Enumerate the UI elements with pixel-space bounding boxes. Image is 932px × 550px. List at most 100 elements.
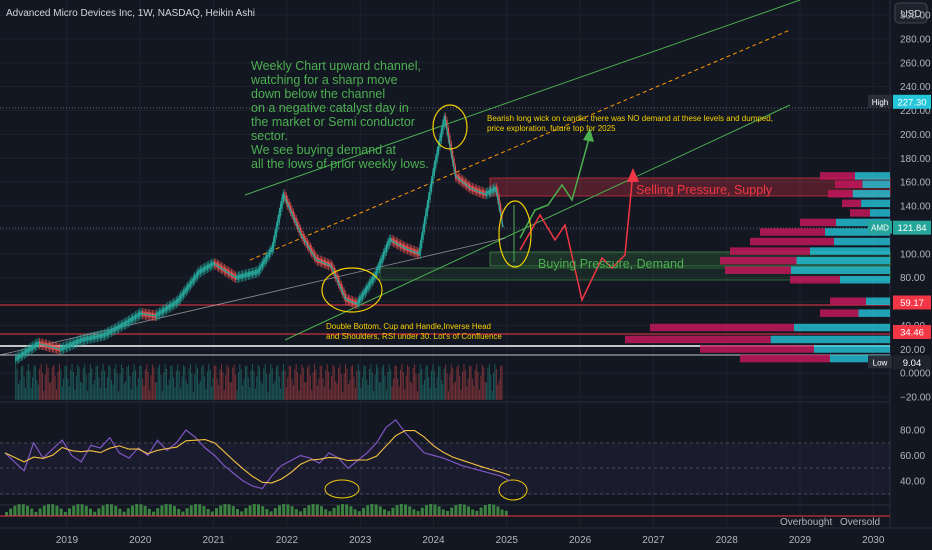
top-ellipse (432, 104, 468, 150)
volume-bar (323, 386, 325, 400)
volume-bar (484, 381, 486, 400)
volume-bar (328, 371, 330, 400)
candle-body (274, 231, 276, 244)
annotation-channel: Weekly Chart upward channel, watching fo… (250, 59, 424, 143)
volume-bar (140, 365, 142, 400)
volume-bar (370, 364, 372, 400)
bottom-ellipse (321, 267, 383, 313)
volume-bar (92, 384, 94, 400)
volume-bar (405, 375, 407, 400)
volume-bar (299, 374, 301, 400)
volume-bar (49, 382, 51, 400)
volume-bar (501, 365, 503, 400)
volume-bar (182, 365, 184, 400)
oscillator-bar (462, 504, 466, 516)
oscillator-bar (240, 511, 244, 516)
time-tick-label: 2029 (789, 535, 812, 546)
oscillator-bar (492, 504, 496, 516)
oscillator-bar (21, 504, 25, 516)
oscillator-bar (30, 508, 34, 516)
oscillator-bar (269, 511, 273, 516)
candle-body (454, 166, 457, 179)
oscillator-bar (257, 504, 260, 516)
volume-bar (75, 375, 77, 400)
volume-bar (84, 364, 86, 400)
price-tag-bg (893, 355, 931, 370)
price-tag-bg (893, 324, 931, 339)
volume-bar (339, 364, 341, 400)
volume-bar (230, 382, 232, 400)
time-tick-label: 2026 (569, 535, 592, 546)
volume-bar (250, 370, 252, 400)
volume-profile-sell (725, 266, 791, 274)
volume-bar (471, 378, 473, 400)
candle-body (425, 211, 427, 224)
volume-bar (336, 383, 338, 400)
volume-bar (425, 366, 427, 400)
oscillator-bar (441, 509, 445, 516)
oscillator-bar (315, 504, 319, 516)
oscillator-bar (219, 505, 223, 516)
volume-bar (363, 365, 365, 400)
oscillator-bar (63, 511, 67, 516)
candle-body (340, 283, 342, 292)
volume-bar (462, 371, 464, 400)
candle-body (437, 143, 440, 155)
candle-body (423, 219, 426, 233)
candle-body (422, 227, 424, 241)
bearish-projection (519, 171, 634, 303)
price-tag-name-bg (868, 220, 892, 234)
candle-body (342, 287, 344, 296)
oscillator-bar (181, 511, 185, 516)
oscillator-bar (122, 511, 126, 516)
oscillator-bar (311, 504, 315, 516)
oscillator-bar (194, 504, 197, 516)
volume-bar (149, 389, 151, 400)
oscillator-bar (168, 504, 172, 516)
currency-button[interactable]: USD (894, 2, 928, 24)
volume-bar (132, 371, 134, 400)
volume-bar (164, 364, 166, 400)
candle-body (498, 196, 500, 209)
price-tag-value: 227.30 (897, 97, 926, 108)
volume-profile-sell (760, 228, 825, 236)
candle-body (432, 171, 434, 184)
volume-bar (268, 373, 270, 400)
volume-bar (500, 366, 502, 400)
volume-bar (319, 365, 321, 400)
volume-bar (457, 364, 459, 400)
price-tag-value: 59.17 (900, 298, 924, 309)
volume-bar (330, 376, 332, 400)
rsi-tick-label: 40.00 (900, 477, 925, 488)
annotation-buying-lows: We see buying demand at all the lows of … (251, 143, 429, 171)
volume-profile-buy (852, 190, 890, 198)
volume-bar (374, 374, 376, 400)
volume-bar (202, 364, 204, 400)
rsi-current-ellipse (498, 479, 528, 501)
volume-bar (143, 385, 145, 400)
volume-bar (412, 367, 414, 400)
oscillator-bar (345, 504, 349, 516)
oscillator-bar (156, 508, 160, 516)
volume-bar (156, 382, 158, 400)
volume-bar (222, 372, 224, 400)
volume-bar (473, 386, 475, 400)
volume-bar (463, 364, 465, 400)
volume-bar (68, 386, 70, 400)
volume-bar (438, 365, 440, 400)
volume-bar (377, 367, 379, 400)
volume-bar (177, 364, 179, 400)
candle-body (421, 235, 423, 249)
volume-bar (63, 378, 65, 400)
volume-bar (102, 364, 104, 400)
volume-bar (129, 375, 131, 400)
volume-profile-sell (830, 297, 866, 305)
volume-bar (151, 364, 153, 400)
candle-body (275, 224, 278, 237)
candle-body (288, 201, 290, 210)
volume-bar (185, 380, 187, 400)
volume-bar (171, 365, 173, 400)
price-tag-bg (893, 295, 931, 310)
oscillator-bar (173, 505, 176, 516)
